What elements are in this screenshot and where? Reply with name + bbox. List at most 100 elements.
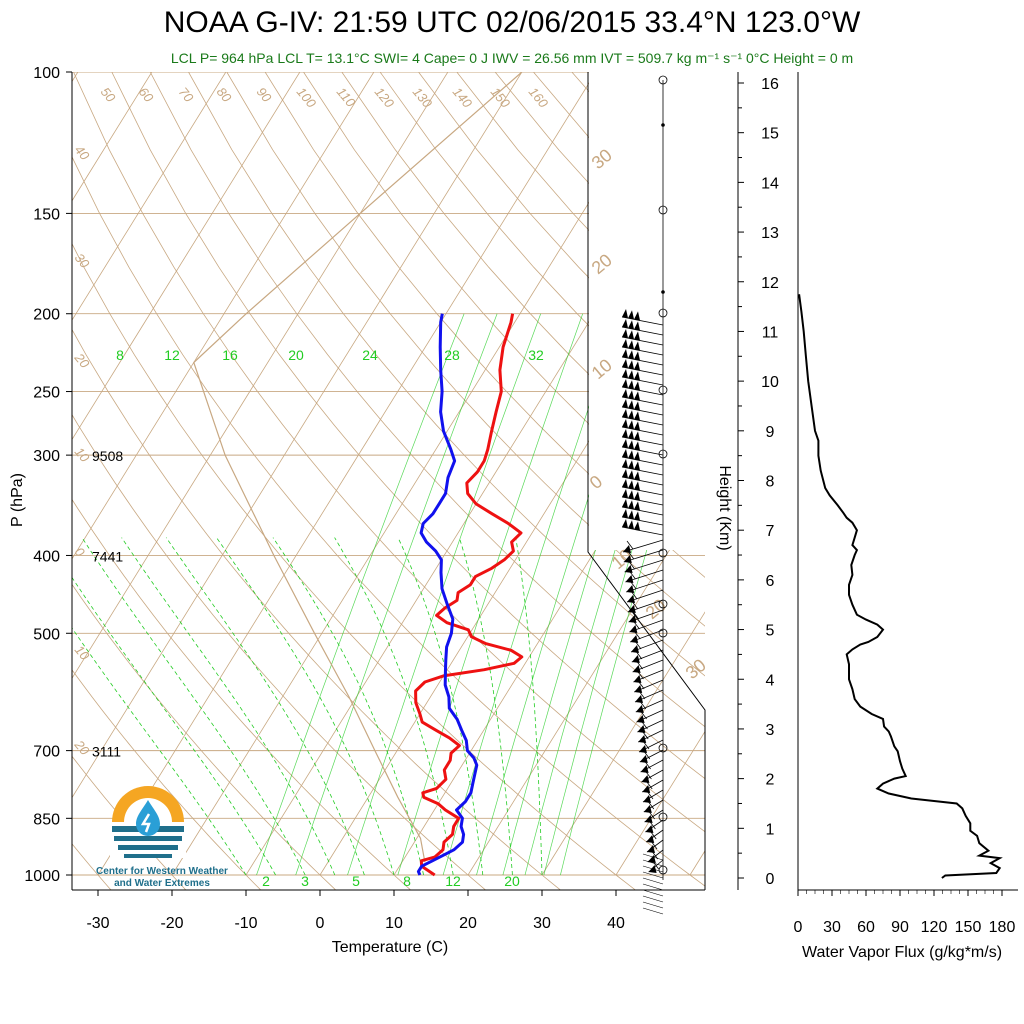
wind-flag <box>622 419 628 428</box>
barb-backdrop <box>589 72 709 550</box>
chart-subtitle: LCL P= 964 hPa LCL T= 13.1°C SWI= 4 Cape… <box>170 50 854 66</box>
wind-flag <box>646 835 655 843</box>
moist-adiabat-label: 30 <box>682 655 710 683</box>
height-tick-label: 12 <box>761 275 779 292</box>
dry-adiabat-label: 140 <box>450 84 476 111</box>
dry-adiabat <box>73 72 705 833</box>
altitude-label: 7441 <box>92 548 123 564</box>
dry-adiabat <box>494 72 705 303</box>
wind-feather <box>649 830 657 840</box>
wind-barb <box>642 907 664 915</box>
wind-flag <box>624 565 633 573</box>
wind-feather <box>639 700 647 710</box>
wind-flag <box>643 805 652 813</box>
height-tick-label: 5 <box>766 623 775 640</box>
dry-adiabat-label: 50 <box>98 84 119 105</box>
moist-adiabat <box>397 537 484 876</box>
wind-feather <box>648 810 655 820</box>
height-tick-label: 10 <box>761 374 779 391</box>
temperature-tick-label: 40 <box>607 915 625 932</box>
mixing-ratio-label: 28 <box>444 347 460 363</box>
wind-flag <box>641 775 650 783</box>
skewt-background <box>72 72 705 890</box>
wind-flag <box>622 409 628 418</box>
isotherm-label: 20 <box>71 737 93 759</box>
y-axis-title: P (hPa) <box>9 473 26 527</box>
moist-adiabat <box>515 537 543 876</box>
wind-flag <box>628 340 634 350</box>
wind-feather <box>644 760 651 770</box>
dry-adiabat-label: 120 <box>372 84 398 111</box>
wind-flag <box>628 360 634 370</box>
dry-adiabat <box>72 583 337 890</box>
dry-adiabat-label: 150 <box>488 84 514 111</box>
moist-adiabat-label: 20 <box>642 595 670 623</box>
wind-flag <box>631 655 640 663</box>
wind-feather <box>642 740 650 750</box>
parcel-trace <box>193 72 523 863</box>
wind-flag <box>639 755 648 763</box>
wind-flag <box>622 379 628 388</box>
isotherm <box>72 72 523 799</box>
wind-flag <box>642 785 651 793</box>
wind-flag <box>622 459 628 468</box>
height-tick-label: 0 <box>766 871 775 888</box>
calm-circle <box>658 743 668 753</box>
logo-text: Center for Western Weather and Water Ext… <box>92 866 232 890</box>
wind-flag <box>628 615 637 623</box>
altitude-label: 9508 <box>92 448 123 464</box>
isotherm-label: 20 <box>71 350 93 372</box>
temperature-tick-label: 10 <box>385 915 403 932</box>
isotherm <box>72 72 227 321</box>
isotherm-label: 30 <box>72 250 93 271</box>
wind-flag <box>628 480 634 490</box>
mixing-ratio-bottom-label: 8 <box>403 873 411 889</box>
wind-flag <box>628 430 634 440</box>
height-tick-label: 6 <box>766 573 775 590</box>
wind-barb <box>642 901 664 909</box>
isotherm <box>72 72 301 441</box>
dry-adiabat <box>72 413 487 890</box>
wind-flag <box>628 450 634 460</box>
dry-adiabat <box>72 156 705 887</box>
wind-flag <box>628 320 634 330</box>
wind-flag <box>628 440 634 450</box>
dry-adiabat <box>303 72 705 530</box>
pressure-tick-label: 1000 <box>24 868 60 885</box>
temperature-tick-label: 20 <box>459 915 477 932</box>
pressure-tick-label: 200 <box>33 307 60 324</box>
wind-feather <box>634 640 642 650</box>
wind-flag <box>622 399 628 408</box>
dry-adiabat-label: 110 <box>334 84 359 110</box>
height-tick-label: 4 <box>766 672 775 689</box>
wind-flag <box>634 391 640 401</box>
wind-flag <box>629 625 638 633</box>
dry-adiabat-label: 60 <box>136 84 157 105</box>
wind-flag <box>622 499 628 508</box>
calm-circle <box>658 75 668 85</box>
flux-tick-label: 180 <box>989 919 1016 936</box>
wind-flag <box>644 815 653 823</box>
wind-flag <box>634 481 640 491</box>
isotherm-label: 10 <box>72 642 93 663</box>
calm-circle <box>658 308 668 318</box>
height-tick-label: 9 <box>766 424 775 441</box>
wind-flag <box>634 351 640 361</box>
dry-adiabat <box>72 755 187 890</box>
isotherm <box>319 253 705 876</box>
wind-feather <box>633 620 640 630</box>
wind-flag <box>628 410 634 420</box>
wind-flag <box>622 429 628 438</box>
barb-dot <box>661 123 665 127</box>
wind-barbs <box>621 75 668 915</box>
wind-flag <box>622 389 628 398</box>
wind-flag <box>622 349 628 358</box>
mixing-ratio-bottom-label: 5 <box>352 873 360 889</box>
dry-adiabat <box>72 669 262 890</box>
calm-circle <box>658 548 668 558</box>
height-tick-label: 11 <box>762 324 779 341</box>
dry-adiabat <box>188 72 705 677</box>
wind-flag <box>622 479 628 488</box>
wind-flag <box>634 431 640 441</box>
wind-flag <box>627 595 635 603</box>
